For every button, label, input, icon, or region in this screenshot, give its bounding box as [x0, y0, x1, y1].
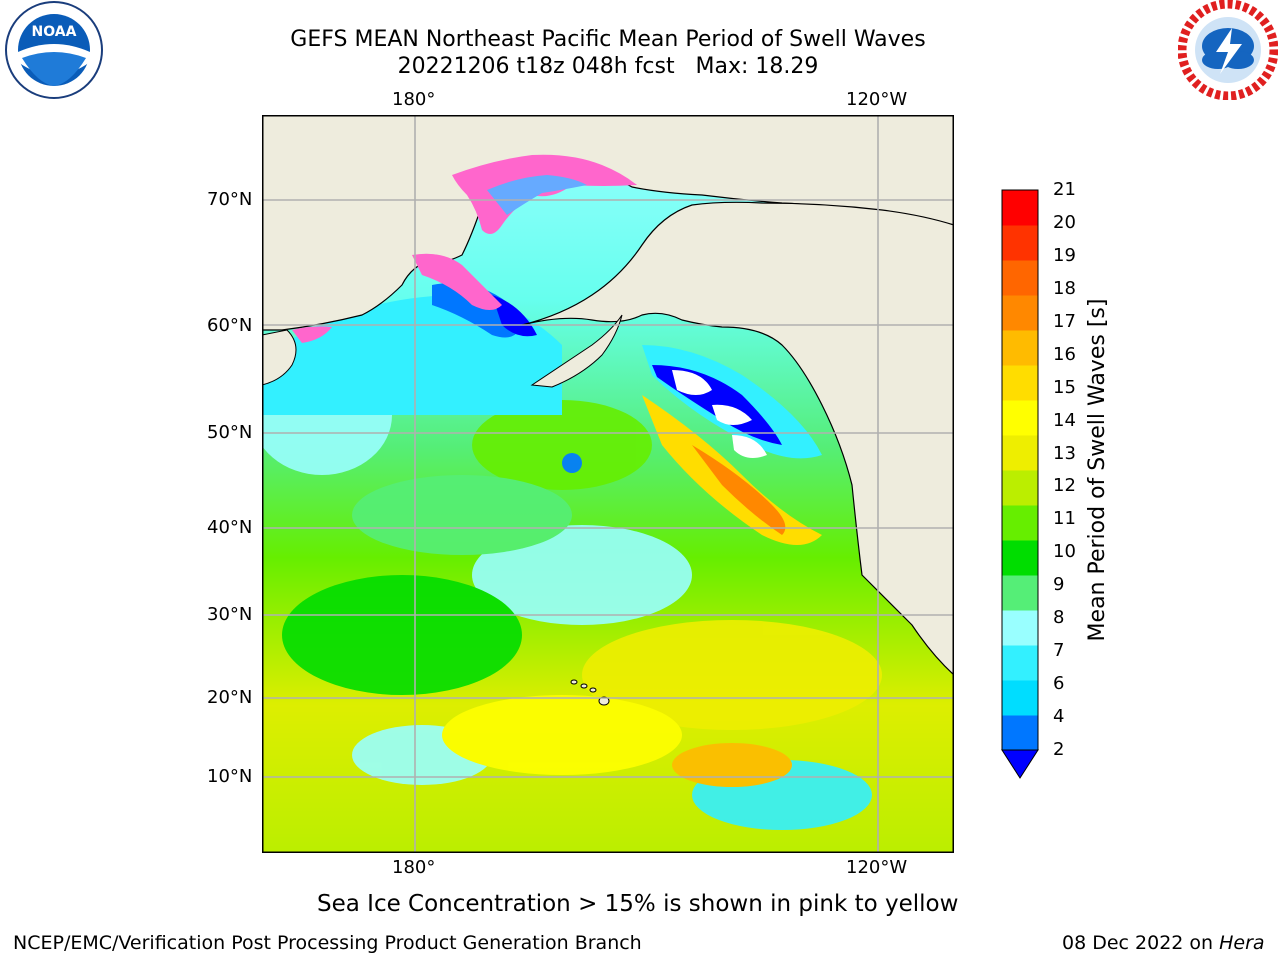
colorbar-tick-label: 19: [1053, 244, 1076, 266]
sea-ice-fringe: [292, 154, 637, 343]
colorbar-tick-label: 21: [1053, 179, 1076, 200]
lon-tick-top-180: 180°: [392, 89, 436, 110]
colorbar-tick-label: 4: [1053, 706, 1065, 728]
lon-tick-bottom-180: 180°: [392, 857, 436, 878]
noaa-logo-icon: NOAA: [4, 0, 104, 100]
colorbar-segment: [1002, 505, 1038, 541]
lat-tick-70n: 70°N: [207, 189, 253, 210]
alaska-peninsula: [530, 314, 623, 388]
colorbar-tick-label: 12: [1053, 475, 1076, 497]
colorbar-tick-label: 2: [1053, 739, 1065, 760]
swell-period-map: [262, 115, 954, 853]
colorbar-segment: [1002, 260, 1038, 296]
colorbar-segment: [1002, 400, 1038, 436]
colorbar-segment: [1002, 225, 1038, 261]
colorbar-segment: [1002, 190, 1038, 226]
map-title: GEFS MEAN Northeast Pacific Mean Period …: [290, 27, 926, 52]
lat-tick-30n: 30°N: [207, 604, 253, 625]
colorbar-segment: [1002, 610, 1038, 646]
lon-tick-top-120w: 120°W: [846, 89, 908, 110]
map-subtitle: 20221206 t18z 048h fcst Max: 18.29: [397, 54, 819, 79]
lat-tick-20n: 20°N: [207, 687, 253, 708]
colorbar-segment: [1002, 680, 1038, 716]
colorbar-tick-label: 14: [1053, 409, 1076, 431]
colorbar-segment: [1002, 645, 1038, 681]
noaa-logo-text: NOAA: [32, 24, 77, 40]
colorbar-tick-label: 8: [1053, 607, 1065, 629]
lat-tick-10n: 10°N: [207, 766, 253, 787]
colorbar-tick-label: 13: [1053, 442, 1076, 464]
colorbar-tick-label: 6: [1053, 673, 1065, 695]
hawaii-islands: [570, 679, 610, 706]
lat-tick-40n: 40°N: [207, 517, 253, 538]
colorbar-tick-label: 9: [1053, 574, 1065, 596]
kamchatka: [262, 329, 297, 386]
lat-tick-60n: 60°N: [207, 315, 253, 336]
colorbar-tick-label: 16: [1053, 343, 1076, 365]
map-frame: [262, 115, 954, 853]
nws-logo-icon: [1177, 0, 1279, 101]
colorbar-segment: [1002, 540, 1038, 576]
colorbar-segment: [1002, 295, 1038, 331]
graticule: [262, 115, 954, 853]
lat-tick-50n: 50°N: [207, 422, 253, 443]
colorbar-segment: [1002, 365, 1038, 401]
credit-left: NCEP/EMC/Verification Post Processing Pr…: [13, 932, 642, 954]
sea-ice-note: Sea Ice Concentration > 15% is shown in …: [317, 891, 959, 917]
credit-date-text: 08 Dec 2022 on: [1062, 932, 1214, 954]
colorbar-segment: [1002, 470, 1038, 506]
colorbar-extend-triangle: [1001, 749, 1039, 779]
lon-tick-bottom-120w: 120°W: [846, 857, 908, 878]
colorbar-tick-label: 7: [1053, 640, 1065, 662]
colorbar-tick-label: 10: [1053, 541, 1076, 563]
colorbar-tick-label: 15: [1053, 376, 1076, 398]
colorbar-segment: [1002, 575, 1038, 611]
colorbar-segment: [1002, 435, 1038, 471]
credit-date: 08 Dec 2022 on Hera: [1062, 932, 1265, 954]
colorbar-segment: [1002, 330, 1038, 366]
colorbar-tick-label: 18: [1053, 277, 1076, 299]
colorbar-tick-label: 11: [1053, 508, 1076, 530]
colorbar-tick-label: 17: [1053, 310, 1076, 332]
colorbar-title: Mean Period of Swell Waves [s]: [1085, 298, 1110, 642]
colorbar-tick-label: 20: [1053, 211, 1076, 233]
land-north-america: [521, 115, 954, 676]
colorbar-segment: [1002, 715, 1038, 751]
colorbar: [998, 185, 1042, 785]
credit-machine: Hera: [1219, 932, 1265, 954]
colorbar-frame: [1001, 189, 1039, 751]
gulf-of-alaska-low-period: [642, 345, 822, 459]
